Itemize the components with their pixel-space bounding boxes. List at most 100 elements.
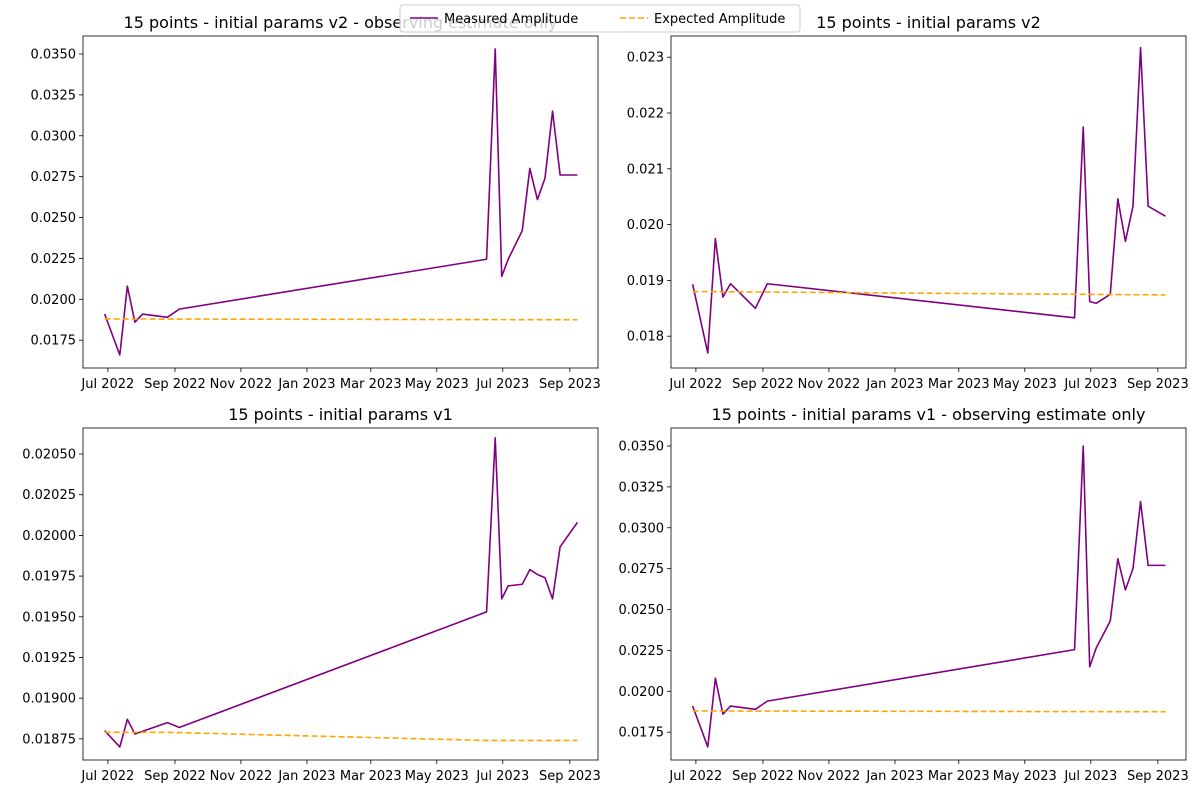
x-tick: Nov 2022 bbox=[798, 760, 861, 784]
x-tick: Jul 2022 bbox=[80, 368, 134, 392]
y-tick: 0.0250 bbox=[31, 211, 83, 226]
x-tick-label: Jul 2023 bbox=[1063, 377, 1117, 392]
x-tick-label: Sep 2023 bbox=[539, 377, 601, 392]
x-tick-label: Jan 2023 bbox=[277, 769, 335, 784]
y-tick-label: 0.0225 bbox=[619, 644, 665, 659]
y-tick-label: 0.01900 bbox=[22, 692, 76, 707]
x-tick: Sep 2023 bbox=[539, 368, 601, 392]
y-tick-label: 0.01925 bbox=[22, 651, 76, 666]
y-tick: 0.0175 bbox=[619, 726, 671, 741]
y-tick-label: 0.0300 bbox=[619, 521, 665, 536]
x-tick: Nov 2022 bbox=[798, 368, 861, 392]
x-tick: Mar 2023 bbox=[340, 760, 402, 784]
x-tick-label: Sep 2023 bbox=[1127, 377, 1189, 392]
x-tick-label: Nov 2022 bbox=[210, 377, 273, 392]
y-tick: 0.021 bbox=[627, 162, 671, 177]
x-tick-label: May 2023 bbox=[405, 377, 469, 392]
chart-title: 15 points - initial params v2 bbox=[816, 13, 1041, 32]
y-tick: 0.0350 bbox=[619, 439, 671, 454]
x-tick: Jul 2023 bbox=[475, 760, 529, 784]
x-tick-label: Jan 2023 bbox=[277, 377, 335, 392]
y-tick-label: 0.021 bbox=[627, 162, 664, 177]
y-tick: 0.01875 bbox=[22, 732, 83, 747]
y-tick-label: 0.022 bbox=[627, 107, 664, 122]
y-tick-label: 0.0225 bbox=[31, 252, 77, 267]
y-tick-label: 0.02025 bbox=[22, 488, 76, 503]
chart-panel-4: 15 points - initial params v1 - observin… bbox=[619, 405, 1189, 784]
y-tick: 0.0175 bbox=[31, 334, 83, 349]
x-tick-label: Jul 2023 bbox=[1063, 769, 1117, 784]
x-tick-label: Jul 2022 bbox=[668, 769, 722, 784]
x-tick: Mar 2023 bbox=[928, 368, 990, 392]
y-tick-label: 0.0325 bbox=[31, 88, 77, 103]
y-tick-label: 0.0250 bbox=[31, 211, 77, 226]
y-tick-label: 0.0275 bbox=[31, 170, 77, 185]
y-tick-label: 0.0350 bbox=[31, 47, 77, 62]
x-tick: Sep 2022 bbox=[732, 760, 794, 784]
legend-label-expected: Expected Amplitude bbox=[654, 12, 785, 27]
axes-frame bbox=[670, 427, 1187, 761]
x-tick: May 2023 bbox=[405, 760, 469, 784]
series-line-measured bbox=[691, 445, 1166, 748]
y-tick: 0.0275 bbox=[31, 170, 83, 185]
x-tick-label: Sep 2022 bbox=[732, 377, 794, 392]
x-tick-label: May 2023 bbox=[993, 769, 1057, 784]
y-tick: 0.0325 bbox=[619, 480, 671, 495]
chart-panel-3: 15 points - initial params v1 0.01875 0.01… bbox=[22, 405, 600, 784]
y-tick: 0.019 bbox=[627, 274, 671, 289]
y-tick: 0.0225 bbox=[619, 644, 671, 659]
x-tick: May 2023 bbox=[405, 368, 469, 392]
x-tick-label: Mar 2023 bbox=[340, 769, 402, 784]
x-tick-label: Nov 2022 bbox=[798, 377, 861, 392]
x-tick: Mar 2023 bbox=[928, 760, 990, 784]
x-tick: Jul 2022 bbox=[80, 760, 134, 784]
x-tick: Sep 2023 bbox=[1127, 368, 1189, 392]
x-tick-label: Mar 2023 bbox=[928, 769, 990, 784]
y-tick-label: 0.01950 bbox=[22, 610, 76, 625]
x-tick: Nov 2022 bbox=[210, 368, 273, 392]
series-line-measured bbox=[104, 436, 579, 748]
y-tick-label: 0.0300 bbox=[31, 129, 77, 144]
y-tick: 0.0250 bbox=[619, 603, 671, 618]
y-tick-label: 0.0175 bbox=[619, 726, 665, 741]
y-tick: 0.0225 bbox=[31, 252, 83, 267]
x-tick-label: Sep 2022 bbox=[144, 769, 206, 784]
x-tick: Sep 2023 bbox=[1127, 760, 1189, 784]
x-tick-label: Nov 2022 bbox=[798, 769, 861, 784]
y-tick: 0.01975 bbox=[22, 570, 83, 585]
x-tick: Sep 2023 bbox=[539, 760, 601, 784]
x-tick: Jan 2023 bbox=[865, 368, 924, 392]
y-tick-label: 0.023 bbox=[627, 51, 664, 66]
y-tick-label: 0.0200 bbox=[619, 685, 665, 700]
x-tick: Jan 2023 bbox=[865, 760, 924, 784]
axes-frame bbox=[82, 427, 599, 761]
y-tick: 0.018 bbox=[627, 330, 671, 345]
legend-label-measured: Measured Amplitude bbox=[444, 12, 578, 27]
x-tick-label: Sep 2022 bbox=[732, 769, 794, 784]
x-tick: Jan 2023 bbox=[277, 368, 336, 392]
y-tick: 0.02050 bbox=[22, 448, 83, 463]
series-line-expected bbox=[104, 731, 578, 742]
x-tick: Jul 2022 bbox=[668, 368, 722, 392]
x-tick-label: Jul 2022 bbox=[80, 377, 134, 392]
y-tick: 0.02000 bbox=[22, 529, 83, 544]
axes-frame bbox=[82, 35, 599, 369]
y-tick-label: 0.02050 bbox=[22, 448, 76, 463]
x-tick: Jul 2022 bbox=[668, 760, 722, 784]
x-tick: Jul 2023 bbox=[475, 368, 529, 392]
y-tick: 0.01925 bbox=[22, 651, 83, 666]
x-tick: Sep 2022 bbox=[144, 368, 206, 392]
x-tick-label: Mar 2023 bbox=[928, 377, 990, 392]
x-tick: Sep 2022 bbox=[144, 760, 206, 784]
y-tick: 0.0300 bbox=[619, 521, 671, 536]
y-tick-label: 0.01875 bbox=[22, 732, 76, 747]
series-line-expected bbox=[692, 290, 1166, 296]
chart-title: 15 points - initial params v1 - observin… bbox=[712, 405, 1146, 424]
y-tick: 0.01900 bbox=[22, 692, 83, 707]
x-tick: Mar 2023 bbox=[340, 368, 402, 392]
chart-panel-2: 15 points - initial params v2 0.018 0.019 0… bbox=[627, 13, 1189, 392]
y-tick: 0.0350 bbox=[31, 47, 83, 62]
series-line-measured bbox=[691, 46, 1166, 354]
x-tick-label: Jul 2023 bbox=[475, 377, 529, 392]
